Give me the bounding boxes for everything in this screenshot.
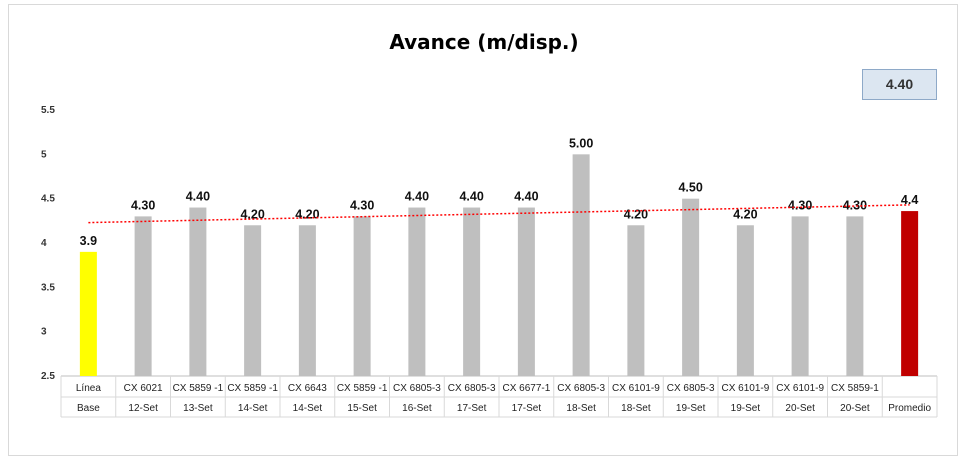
- data-label: 4.20: [295, 207, 319, 221]
- data-label: 4.20: [624, 207, 648, 221]
- data-label: 5.00: [569, 136, 593, 150]
- category-label-line1: Línea: [76, 383, 101, 394]
- data-label: 4.40: [459, 190, 483, 204]
- category-label-line2: Base: [77, 403, 100, 414]
- bar: [682, 198, 700, 376]
- data-label: 4.30: [843, 198, 867, 212]
- bar: [244, 225, 262, 376]
- category-label-line1: CX 5859-1: [831, 383, 879, 394]
- bar: [353, 216, 371, 376]
- data-label: 4.30: [788, 198, 812, 212]
- bar: [572, 154, 590, 376]
- category-label-line1: CX 5859 -1: [337, 383, 388, 394]
- data-label: 4.20: [240, 207, 264, 221]
- category-label-line2: 13-Set: [183, 403, 213, 414]
- y-tick-label: 3: [41, 327, 47, 338]
- bar: [298, 225, 316, 376]
- chart-title: Avance (m/disp.): [389, 30, 579, 54]
- category-label-line1: CX 6101-9: [776, 383, 824, 394]
- y-tick-label: 5.5: [41, 105, 55, 116]
- bar: [517, 207, 535, 376]
- category-label-line2: 17-Set: [457, 403, 487, 414]
- bar: [463, 207, 481, 376]
- category-label-line1: CX 6805-3: [557, 383, 605, 394]
- bar: [79, 251, 97, 376]
- category-label-line1: CX 5859 -1: [227, 383, 278, 394]
- category-label-line2: 18-Set: [621, 403, 651, 414]
- data-label: 3.9: [80, 234, 97, 248]
- category-label-line2: 19-Set: [731, 403, 761, 414]
- category-label-line1: CX 6805-3: [448, 383, 496, 394]
- category-label-line2: 18-Set: [566, 403, 596, 414]
- bar: [846, 216, 864, 376]
- category-label-line1: CX 6021: [124, 383, 163, 394]
- category-label-line2: 14-Set: [293, 403, 323, 414]
- average-value-box: 4.40: [862, 69, 937, 100]
- y-tick-label: 2.5: [41, 371, 55, 382]
- category-label-line2: 19-Set: [676, 403, 706, 414]
- category-label-line2: 20-Set: [785, 403, 815, 414]
- category-label-line2: 16-Set: [402, 403, 432, 414]
- data-label: 4.40: [405, 190, 429, 204]
- category-label-line1: CX 6101-9: [612, 383, 660, 394]
- y-tick-label: 4: [41, 238, 47, 249]
- trendline: [88, 204, 910, 224]
- data-label: 4.30: [131, 198, 155, 212]
- data-label: 4.50: [678, 181, 702, 195]
- data-label: 4.40: [514, 190, 538, 204]
- bar: [736, 225, 754, 376]
- category-label-line1: CX 6805-3: [667, 383, 715, 394]
- category-label-line2: 20-Set: [840, 403, 870, 414]
- data-label: 4.40: [186, 190, 210, 204]
- category-label-line1: CX 6677-1: [502, 383, 550, 394]
- data-label: 4.4: [901, 193, 918, 207]
- data-label: 4.20: [733, 207, 757, 221]
- y-tick-label: 5: [41, 149, 47, 160]
- category-label-line2: 15-Set: [347, 403, 377, 414]
- category-label-line1: CX 6101-9: [721, 383, 769, 394]
- y-tick-label: 4.5: [41, 194, 55, 205]
- bar: [189, 207, 207, 376]
- bar: [408, 207, 426, 376]
- bar: [901, 211, 919, 376]
- category-label-line2: 12-Set: [128, 403, 158, 414]
- data-label: 4.30: [350, 198, 374, 212]
- bar: [134, 216, 152, 376]
- bar: [627, 225, 645, 376]
- category-label-line2: 17-Set: [512, 403, 542, 414]
- bar: [791, 216, 809, 376]
- category-label-line2: 14-Set: [238, 403, 268, 414]
- category-label-line1: CX 6643: [288, 383, 327, 394]
- category-label-line1: CX 5859 -1: [173, 383, 224, 394]
- category-label-line1: CX 6805-3: [393, 383, 441, 394]
- category-label-line2: Promedio: [888, 403, 931, 414]
- y-tick-label: 3.5: [41, 282, 55, 293]
